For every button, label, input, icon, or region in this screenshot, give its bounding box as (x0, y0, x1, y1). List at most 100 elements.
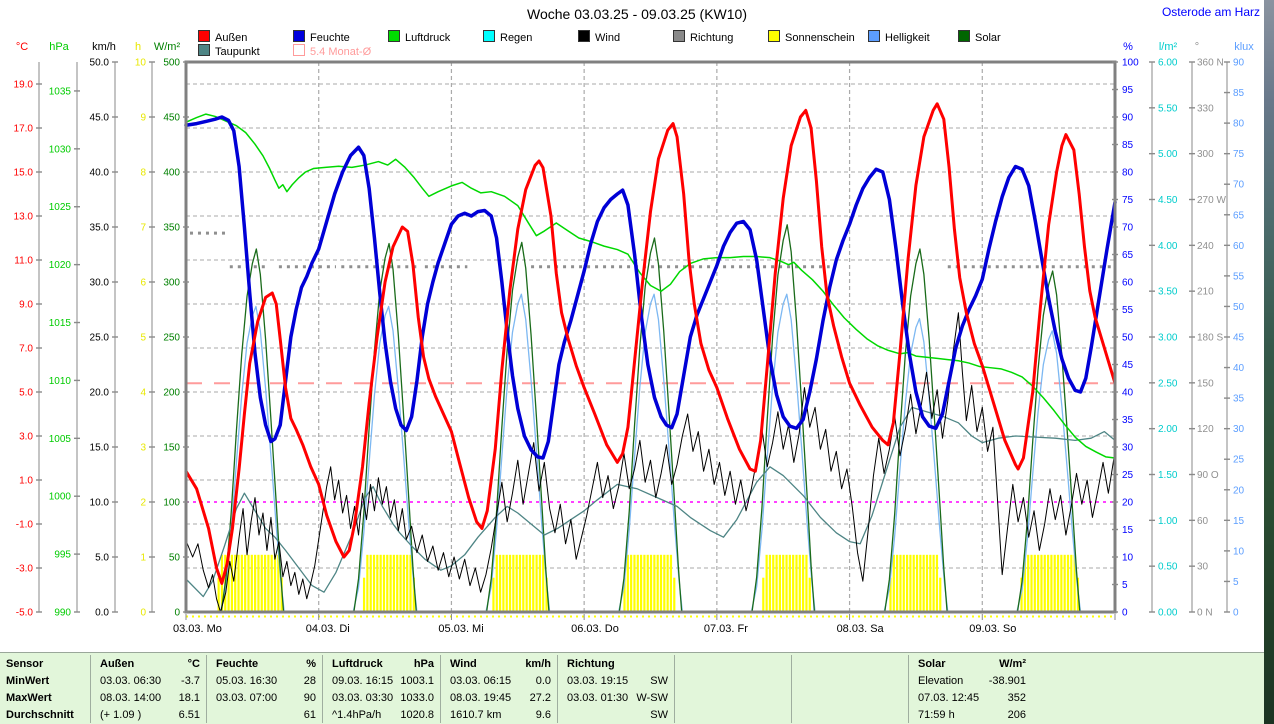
table-value-time: 03.03. 06:15 (450, 675, 512, 687)
sunshine-bar (1056, 554, 1060, 612)
axis-label: 2 (140, 498, 146, 509)
sunshine-bar (912, 554, 915, 612)
legend-label: Helligkeit (885, 32, 930, 44)
axis-label: 0 (1122, 608, 1128, 619)
axis-label: 1000 (49, 492, 72, 503)
series-helligkeit-day6 (1016, 330, 1082, 613)
sunshine-bar (659, 554, 663, 612)
sunshine-bar (498, 554, 502, 612)
sunshine-bar (643, 554, 646, 612)
sunshine-bar (669, 554, 673, 612)
axis-label: 55 (1122, 305, 1134, 316)
legend-label: Außen (215, 32, 248, 44)
axis-label: 55 (1233, 271, 1245, 282)
axis-label: 15.0 (90, 443, 110, 454)
sunshine-bar (1063, 554, 1066, 612)
sunshine-bar (935, 554, 939, 612)
sunshine-bar (653, 554, 656, 612)
sunshine-bar (905, 554, 909, 612)
table-value: 18.1 (178, 692, 200, 704)
axis-label: 08.03. Sa (837, 623, 885, 635)
axis-label: 25.0 (90, 333, 110, 344)
series-solar-day3 (618, 237, 683, 613)
sunshine-bar (273, 554, 277, 612)
axis-label: 70 (1233, 180, 1245, 191)
table-row-label: MaxWert (6, 692, 52, 704)
axis-label: 360 N (1197, 58, 1224, 69)
axis-label: 40 (1122, 388, 1134, 399)
sunshine-bar (379, 554, 382, 612)
axis-label: 5.0 (95, 553, 109, 564)
table-value: 352 (1007, 692, 1026, 704)
sunshine-bar (929, 554, 932, 612)
axis-label: 3.50 (1158, 287, 1178, 298)
axis-label: 70 (1122, 223, 1134, 234)
series-solar-day6 (1016, 270, 1081, 613)
axis-label: 150 (1197, 378, 1214, 389)
axis-label: W/m² (154, 41, 181, 53)
table-value: 28 (303, 675, 316, 687)
sunshine-bar (392, 554, 396, 612)
axis-label: 6.00 (1158, 58, 1178, 69)
sunshine-bar (762, 577, 765, 612)
sunshine-bar (922, 554, 925, 612)
sunshine-bar (788, 554, 791, 612)
sunshine-bar (785, 554, 788, 612)
taupunkt-swatch-icon (198, 44, 210, 56)
legend-item-taupunkt: Taupunkt (198, 44, 260, 58)
axis-label: °C (16, 41, 28, 53)
sunshine-bar (217, 577, 220, 612)
axis-label: 400 (163, 168, 180, 179)
legend-item-monat-avg: 5.4 Monat-Ø (293, 44, 372, 58)
axis-label: 30 (1122, 443, 1134, 454)
sunshine-bar (1030, 554, 1033, 612)
axis-label: 3.0 (19, 432, 33, 443)
sunshine-bar (808, 577, 811, 612)
sunshine-bar (772, 554, 775, 612)
axis-label: 1.0 (19, 476, 33, 487)
table-col-unit: hPa (413, 658, 434, 670)
axis-label: 90 (1122, 113, 1134, 124)
legend-label: 5.4 Monat-Ø (310, 46, 372, 58)
axis-label: 2.50 (1158, 378, 1178, 389)
axis-label: 05.03. Mi (438, 623, 483, 635)
axis-label: 240 (1197, 241, 1214, 252)
axis-label: 300 (1197, 149, 1214, 160)
background-photo-strip (1264, 0, 1274, 724)
axis-label: 0 (1233, 608, 1239, 619)
sunshine-bar (792, 554, 795, 612)
axis-label: 19.0 (14, 80, 34, 91)
table-value-time: 07.03. 12:45 (918, 692, 980, 704)
axis-label: 0.50 (1158, 562, 1178, 573)
axis-label: 450 (163, 113, 180, 124)
axis-label: 50 (1122, 333, 1134, 344)
sunshine-bar (406, 554, 409, 612)
sunshine-bar (633, 554, 636, 612)
axis-label: 0 (140, 608, 146, 619)
axis-label: 180 S (1197, 333, 1223, 344)
feuchte-swatch-icon (293, 30, 305, 42)
axis-label: 85 (1233, 88, 1245, 99)
sunshine-bar (1050, 554, 1053, 612)
sunshine-bar (649, 554, 653, 612)
axis-label: 100 (1122, 58, 1139, 69)
table-value: 6.51 (178, 709, 200, 721)
sunshine-bar (409, 554, 412, 612)
axis-label: -1.0 (16, 520, 34, 531)
sunshine-bar (1020, 577, 1023, 612)
axis-label: 30.0 (90, 278, 110, 289)
sunshine-bar (535, 554, 538, 612)
legend-label: Taupunkt (215, 46, 260, 58)
axis-label: 5.50 (1158, 103, 1178, 114)
axis-label: 35 (1233, 394, 1245, 405)
wind-swatch-icon (578, 30, 590, 42)
table-value-time: 71:59 h (918, 709, 955, 721)
series-solar-day4 (751, 224, 816, 613)
sunshine-bar (805, 554, 808, 612)
sunshine-bar (260, 554, 263, 612)
sunshine-bar (263, 554, 267, 612)
axis-label: 1025 (49, 202, 72, 213)
axis-label: 75 (1122, 195, 1134, 206)
sunshine-bar (775, 554, 778, 612)
